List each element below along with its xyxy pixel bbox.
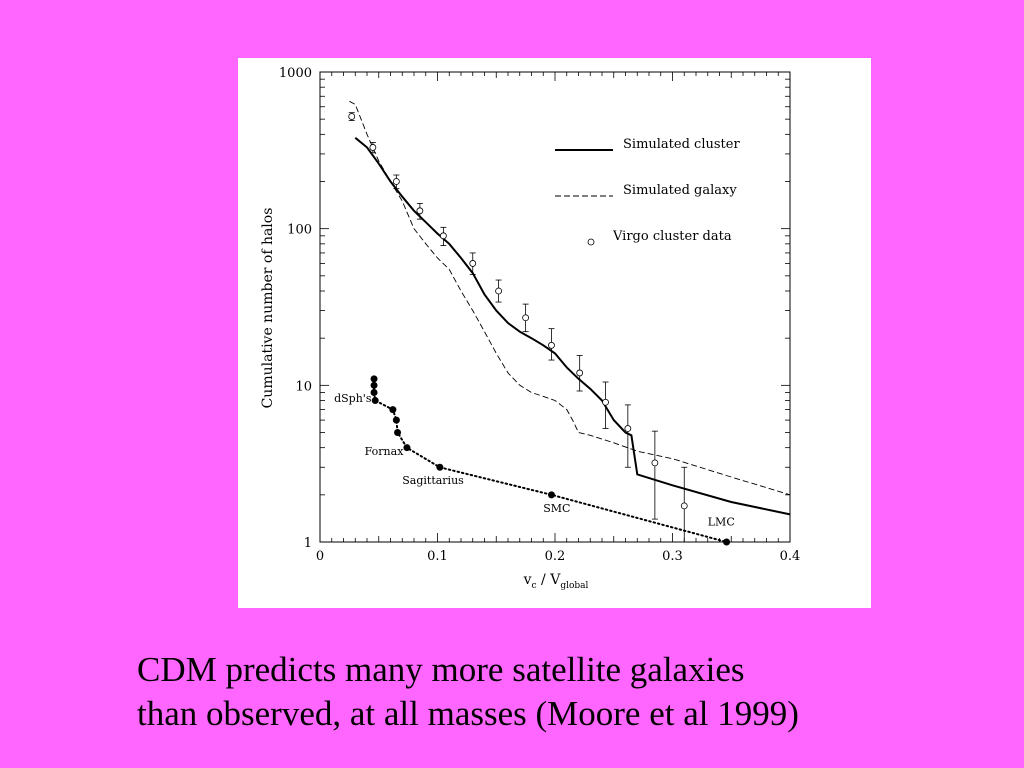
- observed-satellite-point: [392, 416, 400, 424]
- observed-satellite-point: [370, 381, 378, 389]
- virgo-data-point: [651, 459, 659, 467]
- satellite-label: Sagittarius: [402, 474, 464, 487]
- virgo-data-point: [469, 260, 477, 267]
- slide-caption: CDM predicts many more satellite galaxie…: [137, 648, 1017, 736]
- virgo-data-point: [680, 502, 688, 510]
- observed-satellite-point: [389, 406, 397, 414]
- x-axis-label-sub-c: c: [532, 581, 537, 591]
- x-tick-label: 0.1: [427, 549, 448, 564]
- x-tick-label: 0.4: [780, 549, 801, 564]
- observed-satellite-point: [403, 444, 411, 452]
- caption-line-1: CDM predicts many more satellite galaxie…: [137, 650, 745, 689]
- legend-label: Simulated cluster: [623, 137, 740, 152]
- observed-satellite-point: [436, 463, 444, 471]
- observed-satellite-point: [370, 375, 378, 383]
- x-tick-label: 0: [316, 549, 324, 564]
- satellite-label: Fornax: [365, 445, 405, 458]
- x-axis-label-v: v: [523, 572, 532, 588]
- virgo-data-point: [576, 369, 584, 377]
- virgo-data-point: [602, 398, 609, 406]
- satellite-label: dSph's: [334, 392, 372, 405]
- virgo-data-point: [522, 314, 530, 322]
- virgo-data-point: [624, 425, 632, 432]
- y-axis-label: Cumulative number of halos: [260, 208, 276, 409]
- satellite-label: LMC: [708, 516, 735, 529]
- observed-satellites-line: [373, 377, 728, 543]
- y-tick-label: 1: [304, 536, 312, 551]
- virgo-data-point: [369, 144, 377, 151]
- legend-label: Simulated galaxy: [623, 183, 737, 198]
- legend-label: Virgo cluster data: [612, 229, 732, 244]
- x-axis-label: vc / Vglobal: [523, 572, 589, 591]
- cumulative-halos-chart: 0 0.1 0.2 0.3 0.4 1 10 100 1000 dSph's Fornax Sagi…: [260, 66, 801, 591]
- y-tick-label: 100: [287, 223, 312, 238]
- legend-swatch-circle: [587, 238, 595, 246]
- x-axis-label-sub-global: global: [560, 581, 588, 591]
- simulated-galaxy-line: [349, 100, 791, 496]
- observed-satellite-point: [723, 538, 731, 546]
- virgo-data-point: [392, 178, 400, 185]
- x-axis-label-slash: / V: [537, 572, 562, 588]
- observed-satellite-point: [371, 397, 379, 405]
- observed-satellite-point: [370, 389, 378, 397]
- x-tick-label: 0.2: [545, 549, 566, 564]
- x-tick-label: 0.3: [662, 549, 683, 564]
- virgo-data-point: [548, 341, 555, 349]
- figure-panel: 0 0.1 0.2 0.3 0.4 1 10 100 1000 dSph's Fornax Sagi…: [238, 58, 871, 608]
- virgo-data-point: [439, 232, 447, 240]
- virgo-data-point: [416, 207, 424, 215]
- satellite-label: SMC: [543, 502, 570, 515]
- caption-line-2: than observed, at all masses (Moore et a…: [137, 694, 799, 733]
- y-tick-label: 10: [295, 379, 312, 394]
- virgo-data-point: [348, 113, 356, 120]
- virgo-data-point: [495, 287, 503, 295]
- observed-satellite-point: [394, 428, 402, 436]
- y-tick-label: 1000: [279, 66, 312, 81]
- observed-satellite-point: [547, 491, 555, 499]
